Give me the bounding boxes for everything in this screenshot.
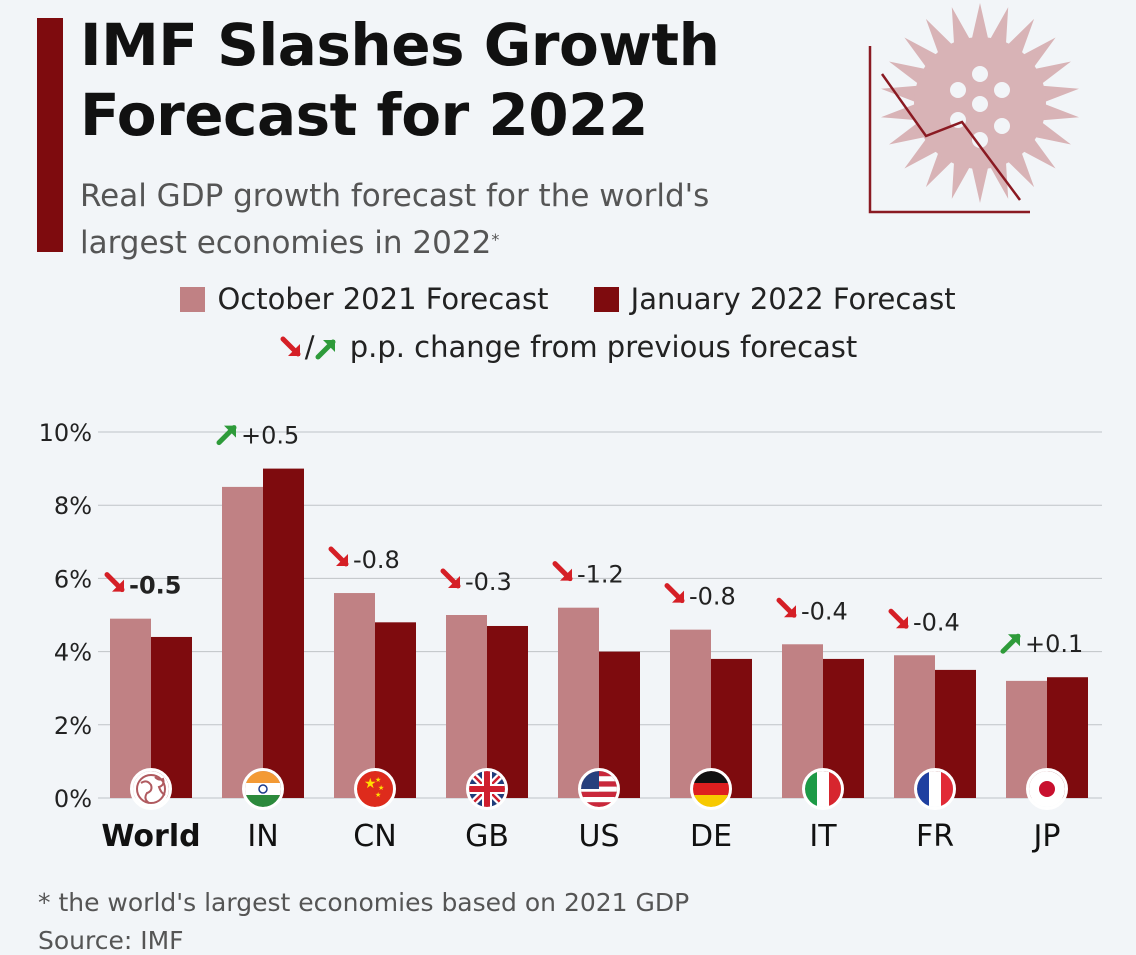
globe-icon [130,768,172,810]
y-tick-label: 8% [54,492,92,520]
subtitle-line-2: largest economies in 2022* [80,220,840,267]
accent-bar [37,18,63,252]
change-annotation: -0.5 [104,572,181,600]
change-label: -0.8 [689,583,736,611]
y-tick-label: 0% [54,785,92,813]
change-annotation: -0.4 [776,597,848,625]
x-tick-label: CN [353,819,396,854]
change-annotation: -0.3 [440,568,512,596]
legend-change-separator: / [304,330,315,364]
bar-october [334,593,375,798]
change-label: -1.2 [577,561,624,589]
bar-october [222,486,263,798]
title-line-1: IMF Slashes Growth [80,11,720,79]
source: Source: IMF [38,926,184,955]
legend-swatch-october [180,287,206,312]
change-annotation: -0.8 [664,583,736,611]
change-label: -0.8 [353,546,400,574]
change-annotation: -1.2 [552,561,624,589]
down-arrow-icon [440,568,461,589]
up-arrow-icon [1000,633,1021,654]
virus-declining-chart-icon [868,3,1079,214]
x-tick-label: DE [690,819,732,854]
footnote: * the world's largest economies based on… [38,888,690,917]
uk-flag-icon [466,768,508,810]
subtitle-footnote-mark: * [491,230,500,249]
legend-label-october: October 2021 Forecast [217,282,549,316]
japan-flag-icon [1026,768,1068,810]
change-annotation: +0.5 [216,422,299,450]
up-arrow-icon [315,339,336,360]
down-arrow-icon [328,546,349,567]
x-tick-label: IT [809,819,837,854]
change-label: -0.4 [801,597,848,625]
change-label: -0.4 [913,608,960,636]
subtitle-line-2-text: largest economies in 2022 [80,225,492,261]
y-tick-label: 2% [54,712,92,740]
bar-chart: 0%2%4%6%8%10% -0.5+0.5-0.8-0.3 -1.2-0.8-0… [39,419,1102,854]
bars [110,468,1088,798]
x-axis-labels: World IN CN GB US DE IT FR JP [101,819,1060,854]
us-flag-icon [578,768,620,810]
x-tick-label: GB [465,819,509,854]
down-arrow-icon [888,608,909,629]
y-tick-label: 4% [54,639,92,667]
x-tick-label: World [101,819,200,854]
italy-flag-icon [802,768,844,810]
x-tick-label: JP [1032,819,1061,854]
change-label: +0.5 [241,422,299,450]
change-annotation: -0.4 [888,608,960,636]
down-arrow-icon [664,583,685,604]
change-annotation: +0.1 [1000,630,1083,658]
virus-icon [881,3,1079,203]
bar-january [263,468,304,798]
chart-title: IMF Slashes Growth Forecast for 2022 [80,10,840,150]
subtitle-line-1: Real GDP growth forecast for the world's [80,178,710,214]
change-annotations: -0.5 +0.5 -0.8 -0.3 -1.2 -0.8 -0.4 -0.4 +0.1 [104,422,1083,658]
up-arrow-icon [216,425,237,446]
svg-text:★: ★ [378,784,384,792]
x-tick-label: FR [916,819,954,854]
legend-change-label: p.p. change from previous forecast [349,330,858,364]
bar-october [558,607,599,798]
y-tick-label: 10% [39,419,92,447]
down-arrow-icon [280,336,301,357]
y-tick-label: 6% [54,565,92,593]
legend-entry-january: January 2022 Forecast [593,282,956,316]
bar-october [446,615,487,798]
france-flag-icon [914,768,956,810]
legend-label-january: January 2022 Forecast [630,282,956,316]
x-tick-label: US [578,819,619,854]
title-line-2: Forecast for 2022 [80,81,648,149]
x-tick-label: IN [247,819,278,854]
svg-text:★: ★ [375,776,381,784]
germany-flag-icon [690,768,732,810]
bar-october [110,618,151,798]
down-arrow-icon [776,597,797,618]
change-label: -0.5 [129,572,181,600]
legend-entry-october: October 2021 Forecast [180,282,548,316]
down-arrow-icon [552,561,573,582]
change-annotation: -0.8 [328,546,400,574]
chart-subtitle: Real GDP growth forecast for the world's… [80,173,840,267]
legend-swatch-january [593,287,619,312]
india-flag-icon [242,768,284,810]
china-flag-icon: ★★★★ [354,768,396,810]
y-axis-ticks: 0% 2% 4% 6% 8% 10% [39,419,92,813]
down-arrow-icon [104,572,125,593]
change-label: -0.3 [465,568,512,596]
change-label: +0.1 [1025,630,1083,658]
legend-change: / p.p. change from previous forecast [0,330,1136,364]
legend: October 2021 Forecast January 2022 Forec… [0,282,1136,316]
bar-january [375,622,416,798]
flags: ★★★★ [130,768,1068,810]
svg-text:★: ★ [364,776,377,792]
svg-text:★: ★ [375,791,381,799]
